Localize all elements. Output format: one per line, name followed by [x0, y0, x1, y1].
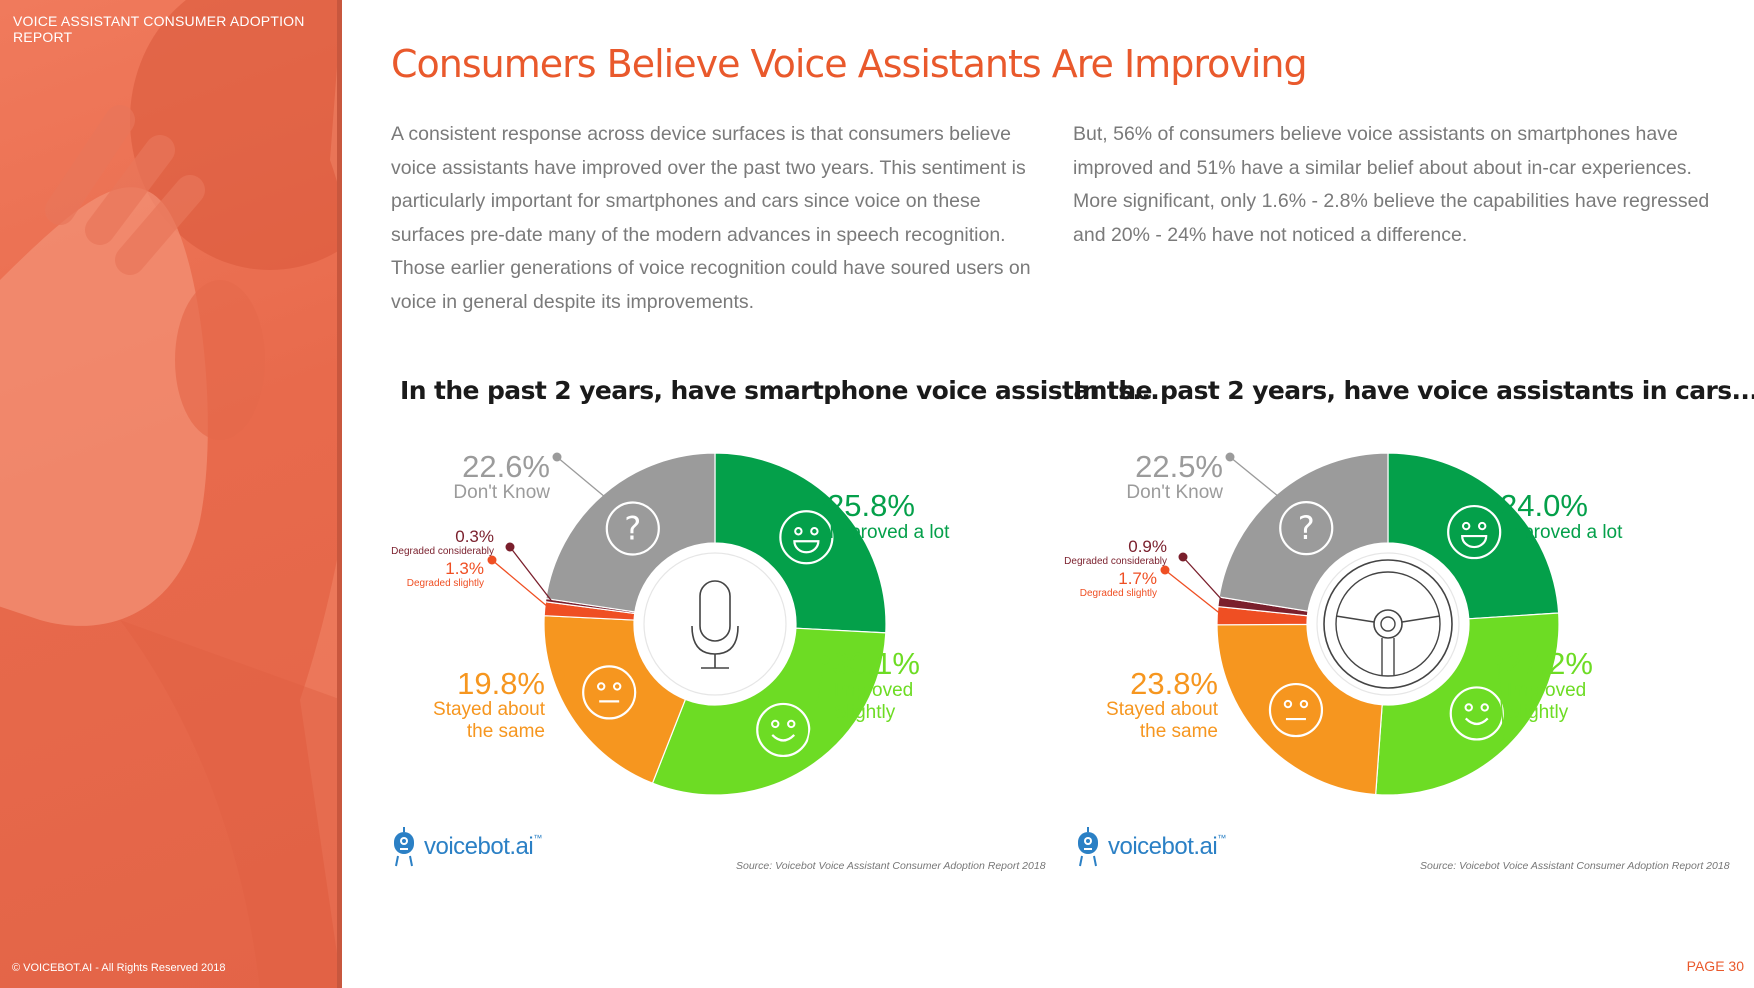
value-label: 24.0%: [1500, 488, 1588, 523]
car-donut-chart: ? 24.0%Improved a lot 27.2%Improved Slightl…: [1064, 449, 1623, 796]
category-label: Improved a lot: [829, 522, 950, 543]
voicebot-logo: voicebot.ai™: [390, 826, 542, 868]
slice-stayed-same: [543, 615, 687, 784]
smile-icon: [756, 702, 811, 758]
category-label: Degraded slightly: [407, 578, 484, 589]
source-note: Source: Voicebot Voice Assistant Consume…: [736, 860, 1046, 872]
donut-labels: 24.0%Improved a lot 27.2%Improved Slightly…: [1064, 449, 1623, 742]
category-label: Improved a lot: [1502, 522, 1623, 543]
leader-line: [556, 456, 608, 500]
leader-dot: [1228, 670, 1238, 680]
neutral-face-icon: [582, 665, 637, 720]
value-label: 22.6%: [462, 449, 550, 484]
category-label: Degraded considerably: [391, 546, 494, 557]
leader-dot: [487, 555, 497, 565]
logo-trademark: ™: [533, 833, 543, 843]
voicebot-logo: voicebot.ai™: [1074, 826, 1226, 868]
hero-photo-panel: VOICE ASSISTANT CONSUMER ADOPTION REPORT…: [0, 0, 342, 988]
category-label: Stayed about the same: [1106, 699, 1219, 742]
value-label: 19.8%: [457, 666, 545, 701]
intro-paragraph-right: But, 56% of consumers believe voice assi…: [1073, 123, 1710, 246]
leader-line: [1182, 556, 1225, 604]
panel-edge: [337, 0, 342, 988]
donut-center: [643, 552, 787, 696]
question-icon: ?: [605, 501, 660, 556]
leader-dot: [815, 497, 825, 507]
leader-dot: [1493, 655, 1503, 665]
value-label: 22.5%: [1135, 449, 1223, 484]
copyright-text: © VOICEBOT.AI - All Rights Reserved 2018: [12, 962, 226, 974]
logo-wordmark: voicebot.ai: [424, 833, 534, 860]
robot-icon: [1078, 827, 1098, 867]
category-label: Don't Know: [453, 482, 550, 503]
leader-dot: [555, 670, 565, 680]
source-note: Source: Voicebot Voice Assistant Consume…: [1420, 860, 1730, 872]
logo-wordmark: voicebot.ai: [1108, 833, 1218, 860]
category-label: Don't Know: [1126, 482, 1223, 503]
steering-wheel-icon: [1323, 559, 1453, 689]
leader-dot: [1488, 497, 1498, 507]
leader-dot: [1178, 552, 1188, 562]
leader-dot: [1225, 452, 1235, 462]
logo-trademark: ™: [1217, 833, 1227, 843]
donut-center: [1316, 552, 1460, 696]
slice-dont-know: [545, 452, 716, 613]
svg-text:?: ?: [1298, 509, 1315, 547]
big-smile-icon: [1447, 504, 1502, 560]
donut-labels: 25.8%Improved a lot 30.1%Improved Slightly…: [391, 449, 950, 763]
leader-line: [1164, 569, 1224, 617]
leader-dot: [1160, 565, 1170, 575]
leader-line: [491, 559, 552, 610]
report-label: VOICE ASSISTANT CONSUMER ADOPTION REPORT: [13, 13, 305, 45]
svg-text:?: ?: [624, 510, 641, 548]
leader-dot: [820, 655, 830, 665]
leader-line: [1229, 456, 1282, 499]
smartphone-chart-title: In the past 2 years, have smartphone voi…: [400, 376, 1160, 405]
category-label: Degraded slightly: [1080, 588, 1157, 599]
slice-dont-know: [1218, 452, 1389, 612]
slice-improved-slightly: [651, 627, 887, 796]
category-label: Stayed about the same: [433, 699, 546, 742]
big-smile-icon: [779, 510, 834, 565]
listening-hand-illustration: [0, 0, 342, 988]
question-icon: ?: [1279, 501, 1334, 556]
smartphone-donut-chart: ? 25.8%Improved a lot 30.1%Improved Slightl…: [391, 449, 950, 796]
leader-line: [1497, 659, 1505, 742]
value-label: 1.3%: [445, 559, 484, 578]
category-label: Improved Slightly: [834, 680, 913, 723]
value-label: 27.2%: [1505, 646, 1593, 681]
page-title: Consumers Believe Voice Assistants Are I…: [391, 42, 1308, 86]
leader-line: [1232, 674, 1269, 737]
value-label: 25.8%: [827, 488, 915, 523]
donut-slices: ?: [543, 452, 887, 796]
value-label: 23.8%: [1130, 666, 1218, 701]
value-label: 0.3%: [455, 527, 494, 546]
category-label: Improved Slightly: [1507, 680, 1586, 723]
donut-slices: ?: [1216, 452, 1560, 796]
neutral-face-icon: [1268, 682, 1324, 738]
robot-icon: [394, 827, 414, 867]
value-label: 0.9%: [1128, 537, 1167, 556]
leader-line: [803, 659, 826, 763]
category-label: Degraded considerably: [1064, 556, 1167, 567]
value-label: 1.7%: [1118, 569, 1157, 588]
car-chart-title: In the past 2 years, have voice assistan…: [1073, 376, 1754, 405]
leader-dot: [505, 542, 515, 552]
value-label: 30.1%: [832, 646, 920, 681]
intro-paragraph-left: A consistent response across device surf…: [391, 123, 1031, 313]
leader-dot: [552, 452, 562, 462]
slice-improved-a-lot: [714, 452, 887, 634]
microphone-icon: [691, 580, 739, 669]
leader-line: [559, 674, 578, 714]
page-number: PAGE 30: [1686, 958, 1744, 974]
leader-line: [509, 546, 553, 602]
slice-stayed-same: [1216, 623, 1383, 796]
